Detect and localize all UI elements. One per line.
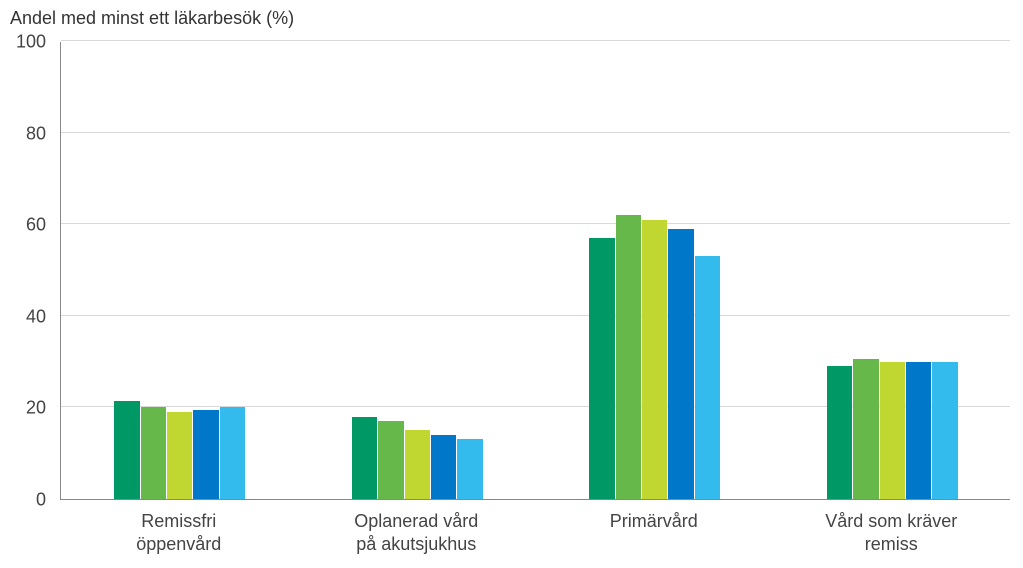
bar [457, 439, 482, 499]
bar [589, 238, 614, 499]
bar [642, 220, 667, 499]
y-tick-label: 0 [0, 490, 46, 511]
bar-group [827, 41, 958, 499]
bar [880, 362, 905, 499]
bar [827, 366, 852, 499]
bar [616, 215, 641, 499]
bar [405, 430, 430, 499]
x-category-label: Remissfri öppenvård [60, 510, 298, 557]
y-tick-label: 40 [0, 306, 46, 327]
bar [352, 417, 377, 499]
x-category-label: Primärvård [535, 510, 773, 533]
bar [853, 359, 878, 499]
x-category-label: Oplanerad vård på akutsjukhus [298, 510, 536, 557]
bar-group [589, 41, 720, 499]
y-tick-label: 100 [0, 32, 46, 53]
bar [906, 362, 931, 499]
x-category-label: Vård som kräver remiss [773, 510, 1011, 557]
plot-area [60, 42, 1010, 500]
bar [114, 401, 139, 499]
bar [193, 410, 218, 499]
bar-group [114, 41, 245, 499]
bar [695, 256, 720, 499]
chart-title: Andel med minst ett läkarbesök (%) [10, 8, 294, 29]
bar [932, 362, 957, 499]
bar [141, 407, 166, 499]
chart-container: Andel med minst ett läkarbesök (%) 0 20 40… [0, 0, 1023, 568]
bar [431, 435, 456, 499]
bar [668, 229, 693, 499]
bar [167, 412, 192, 499]
bar-group [352, 41, 483, 499]
y-tick-label: 60 [0, 215, 46, 236]
y-tick-label: 20 [0, 398, 46, 419]
bar [378, 421, 403, 499]
y-tick-label: 80 [0, 123, 46, 144]
bar [220, 407, 245, 499]
